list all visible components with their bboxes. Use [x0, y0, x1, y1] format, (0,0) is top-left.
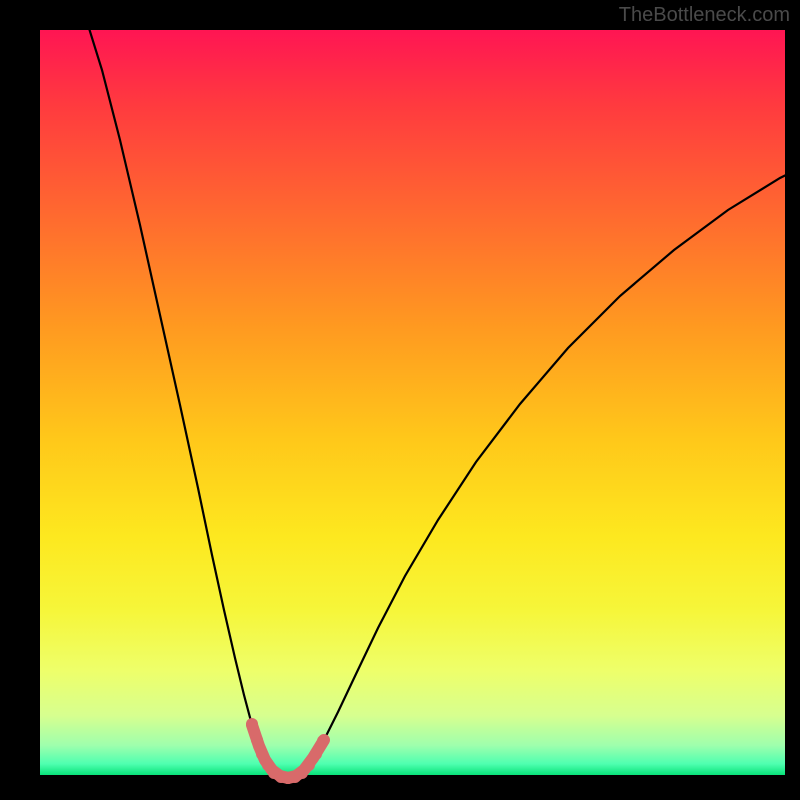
watermark-text: TheBottleneck.com — [619, 4, 790, 27]
chart-plot-area — [40, 30, 785, 785]
highlight-region — [40, 30, 785, 785]
